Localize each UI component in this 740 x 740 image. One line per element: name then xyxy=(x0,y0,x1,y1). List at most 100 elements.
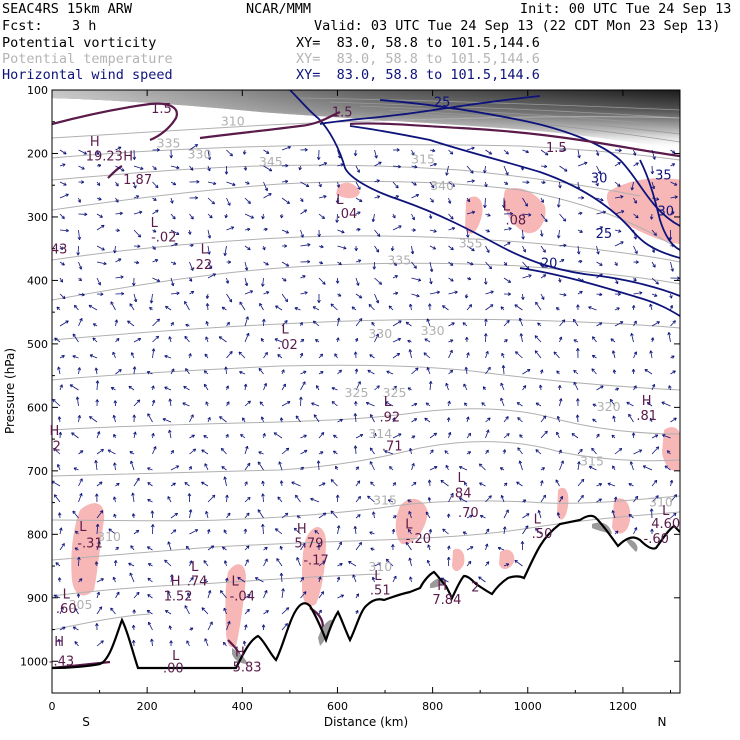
wind-vector xyxy=(485,351,489,359)
wind-vector-head xyxy=(147,594,151,598)
wind-vector-head xyxy=(322,560,326,564)
wind-vector-head xyxy=(76,593,81,597)
wind-vector xyxy=(366,402,375,407)
wind-vector xyxy=(367,495,375,503)
wind-vector xyxy=(96,277,101,286)
wind-vector-head xyxy=(259,303,263,307)
wind-vector xyxy=(337,229,345,233)
wind-vector-head xyxy=(110,301,114,305)
wind-vector xyxy=(392,195,399,199)
wind-vector-head xyxy=(558,398,563,402)
y-tick-label: 1000 xyxy=(20,655,48,668)
wind-vector xyxy=(614,448,623,455)
wind-vector-head xyxy=(571,433,575,437)
wind-vector-head xyxy=(655,495,659,499)
pv-extremum-label: L xyxy=(458,471,466,486)
wind-vector-head xyxy=(490,290,494,294)
wind-vector xyxy=(280,480,283,487)
wind-vector-head xyxy=(412,228,416,232)
wind-vector-head xyxy=(485,449,489,454)
wind-vector xyxy=(442,528,449,535)
wind-vector xyxy=(557,416,560,423)
wind-vector xyxy=(553,351,560,359)
wind-vector xyxy=(355,368,358,375)
wind-vector-head xyxy=(188,278,193,282)
wind-vector xyxy=(466,245,475,252)
wind-vector xyxy=(110,607,116,615)
wind-vector-head xyxy=(261,216,265,220)
wind-contour-30 xyxy=(379,99,680,227)
wind-vector-head xyxy=(556,370,560,374)
pv-extremum-label: .84 xyxy=(451,486,472,501)
wind-vector-head xyxy=(156,318,160,322)
wind-vector-head xyxy=(207,590,212,594)
wind-vector-head xyxy=(316,460,321,464)
wind-vector-head xyxy=(387,499,392,503)
wind-vector-head xyxy=(484,333,488,337)
wind-vector xyxy=(372,576,375,583)
wind-vector-head xyxy=(257,461,262,465)
wind-vector-head xyxy=(224,171,229,175)
wind-vector-head xyxy=(224,214,228,219)
wind-vector-head xyxy=(118,369,122,373)
wind-vector-head xyxy=(100,578,104,582)
wind-vector-head xyxy=(74,547,78,551)
wind-vector xyxy=(207,165,211,172)
wind-vector xyxy=(152,277,160,282)
pv-extremum-label: .71 xyxy=(382,439,403,454)
wind-vector-head xyxy=(223,560,228,564)
wind-vector-head xyxy=(369,461,373,465)
wind-vector-head xyxy=(294,307,298,311)
wind-vector xyxy=(244,559,249,567)
wind-vector-head xyxy=(335,200,340,204)
wind-vector-head xyxy=(535,449,539,453)
wind-vector-head xyxy=(65,320,69,324)
wind-vector-head xyxy=(336,576,341,580)
wind-vector-head xyxy=(411,216,415,221)
wind-vector-head xyxy=(164,386,168,390)
wind-vector-head xyxy=(196,180,200,184)
wind-vector-head xyxy=(265,262,269,266)
theta-contour-label: 314 xyxy=(368,426,392,441)
theta-contour-label: 340 xyxy=(430,178,454,193)
wind-vector xyxy=(429,261,433,272)
wind-vector xyxy=(427,559,431,567)
wind-vector xyxy=(633,320,637,327)
wind-vector-head xyxy=(72,333,76,337)
wind-vector xyxy=(411,481,417,487)
wind-vector xyxy=(651,321,660,327)
wind-vector xyxy=(133,431,136,439)
endpoint-label-south: S xyxy=(82,715,90,729)
wind-vector xyxy=(58,416,61,423)
wind-vector xyxy=(133,591,140,599)
wind-vector xyxy=(374,277,382,285)
wind-vector-head xyxy=(320,432,325,436)
wind-vector-head xyxy=(563,148,567,152)
y-tick-label: 800 xyxy=(27,528,48,541)
pv-extremum-label: L xyxy=(503,200,511,215)
wind-vector-head xyxy=(635,260,639,264)
wind-vector xyxy=(411,245,414,255)
wind-vector-head xyxy=(247,594,251,598)
wind-vector-head xyxy=(514,304,518,308)
wind-vector-head xyxy=(172,261,177,265)
pv-extremum-label: H xyxy=(171,575,181,590)
wind-vector-head xyxy=(661,401,665,405)
wind-vector xyxy=(609,399,616,407)
wind-vector-head xyxy=(232,182,236,187)
wind-vector-head xyxy=(81,292,85,297)
wind-vector xyxy=(244,608,250,615)
wind-vector-head xyxy=(333,434,337,439)
x-tick-label: 0 xyxy=(49,700,56,713)
wind-vector-head xyxy=(505,563,510,567)
wind-vector-head xyxy=(322,281,326,285)
wind-vector-head xyxy=(170,321,174,326)
wind-vector-head xyxy=(348,561,352,565)
wind-vector xyxy=(428,479,431,487)
wind-vector xyxy=(540,149,549,156)
wind-vector xyxy=(221,306,227,311)
wind-vector-head xyxy=(227,512,231,516)
wind-vector-head xyxy=(336,525,341,529)
wind-vector-head xyxy=(221,466,225,470)
wind-vector xyxy=(485,304,494,311)
